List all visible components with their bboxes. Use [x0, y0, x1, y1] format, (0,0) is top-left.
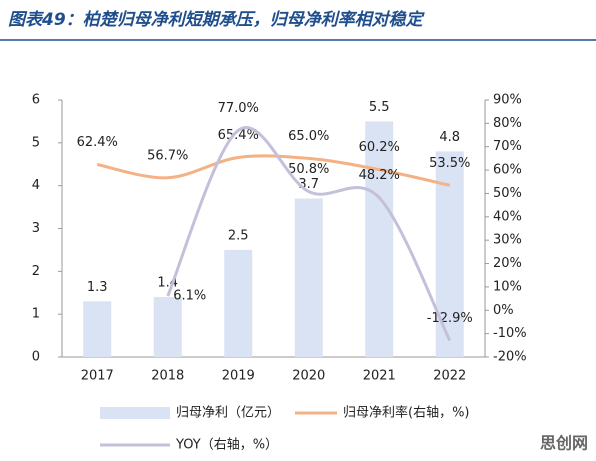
y-tick-label: 2	[32, 264, 40, 279]
y2-tick-label: 0%	[493, 303, 514, 318]
bar	[153, 297, 182, 357]
bar	[83, 301, 112, 357]
y2-tick-label: 70%	[493, 139, 522, 154]
y2-tick-label: 30%	[493, 233, 522, 248]
line-value-label: 65.4%	[218, 128, 259, 143]
y-tick-label: 4	[32, 178, 40, 193]
legend-swatch	[100, 407, 170, 419]
bar-value-label: 2.5	[228, 228, 249, 243]
line-value-label: 60.2%	[359, 140, 400, 155]
x-tick-label: 2020	[292, 369, 325, 384]
bar	[294, 198, 323, 357]
watermark: 思创网	[540, 434, 588, 453]
line-value-label: 56.7%	[147, 148, 188, 163]
line-value-label: 77.0%	[218, 101, 259, 116]
x-tick-label: 2017	[81, 369, 114, 384]
y-tick-label: 1	[32, 307, 40, 322]
y2-tick-label: 50%	[493, 186, 522, 201]
chart-title: 图表49：柏楚归母净利短期承压，归母净利率相对稳定	[8, 10, 426, 30]
line-value-label: -12.9%	[427, 311, 473, 326]
x-tick-label: 2022	[433, 369, 466, 384]
y-tick-label: 6	[32, 93, 40, 108]
line-value-label: 6.1%	[173, 289, 206, 304]
bar-value-label: 1.3	[87, 280, 108, 295]
bar	[365, 121, 394, 358]
y-tick-label: 5	[32, 135, 40, 150]
line-value-label: 48.2%	[359, 168, 400, 183]
x-tick-label: 2018	[151, 369, 184, 384]
bar	[224, 249, 253, 357]
y2-tick-label: 40%	[493, 209, 522, 224]
y2-tick-label: 20%	[493, 256, 522, 271]
line	[96, 154, 451, 187]
y2-tick-label: 80%	[493, 116, 522, 131]
y2-tick-label: -10%	[493, 326, 527, 341]
x-tick-label: 2021	[363, 369, 396, 384]
line-value-label: 65.0%	[288, 129, 329, 144]
line	[166, 126, 452, 342]
legend-label: YOY（右轴，%）	[175, 438, 278, 453]
y2-tick-label: 60%	[493, 163, 522, 178]
legend-label: 归母净利率(右轴，%)	[343, 405, 470, 421]
line-value-label: 62.4%	[77, 135, 118, 150]
line-value-label: 53.5%	[429, 156, 470, 171]
y2-tick-label: -20%	[493, 350, 527, 365]
legend-label: 归母净利（亿元）	[176, 406, 280, 421]
y-tick-label: 0	[32, 350, 40, 365]
bar-value-label: 5.5	[369, 100, 390, 115]
bar-value-label: 4.8	[439, 130, 460, 145]
y-tick-label: 3	[32, 221, 40, 236]
y2-tick-label: 10%	[493, 279, 522, 294]
line-value-label: 50.8%	[288, 162, 329, 177]
x-tick-label: 2019	[222, 369, 255, 384]
y2-tick-label: 90%	[493, 93, 522, 108]
